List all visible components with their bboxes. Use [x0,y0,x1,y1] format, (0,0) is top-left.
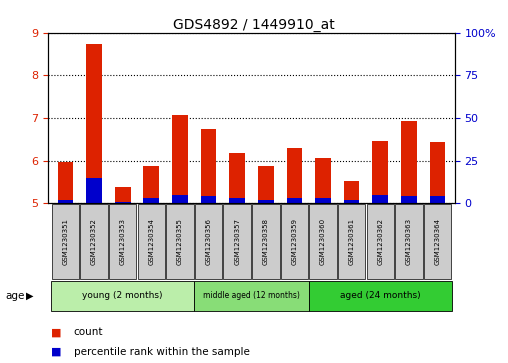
Bar [430,196,446,203]
Bar [344,200,360,203]
Bar [229,198,245,203]
FancyBboxPatch shape [166,204,194,279]
Bar [258,200,274,203]
Text: GSM1230363: GSM1230363 [406,218,412,265]
Bar [315,198,331,203]
Bar [86,178,102,203]
Bar [172,195,188,203]
Text: age: age [5,291,24,301]
Bar [401,121,417,203]
FancyBboxPatch shape [194,281,309,310]
Bar [201,196,216,203]
Bar [372,195,388,203]
FancyBboxPatch shape [366,204,394,279]
Bar [258,166,274,203]
FancyBboxPatch shape [138,204,165,279]
Bar [57,200,73,203]
FancyBboxPatch shape [338,204,365,279]
Bar [86,44,102,203]
Bar [287,148,302,203]
Text: GSM1230354: GSM1230354 [148,218,154,265]
Text: GSM1230357: GSM1230357 [234,218,240,265]
Text: GSM1230351: GSM1230351 [62,218,69,265]
Text: aged (24 months): aged (24 months) [340,291,421,300]
Bar [430,142,446,203]
Text: GSM1230362: GSM1230362 [377,218,383,265]
Bar [115,188,131,203]
FancyBboxPatch shape [309,204,337,279]
Text: ■: ■ [51,327,61,337]
Text: GSM1230352: GSM1230352 [91,218,97,265]
Text: ▶: ▶ [26,291,34,301]
Text: GSM1230360: GSM1230360 [320,218,326,265]
Bar [287,198,302,203]
Bar [401,196,417,203]
Text: young (2 months): young (2 months) [82,291,163,300]
FancyBboxPatch shape [309,281,452,310]
Text: GSM1230358: GSM1230358 [263,218,269,265]
Bar [57,162,73,203]
Bar [115,201,131,203]
Text: GSM1230353: GSM1230353 [120,218,125,265]
FancyBboxPatch shape [195,204,223,279]
FancyBboxPatch shape [52,204,79,279]
Text: percentile rank within the sample: percentile rank within the sample [74,347,249,357]
FancyBboxPatch shape [252,204,279,279]
FancyBboxPatch shape [395,204,423,279]
FancyBboxPatch shape [80,204,108,279]
Bar [344,181,360,203]
Bar [172,115,188,203]
Text: GDS4892 / 1449910_at: GDS4892 / 1449910_at [173,18,335,32]
Bar [315,158,331,203]
Text: GSM1230359: GSM1230359 [292,218,297,265]
Text: GSM1230355: GSM1230355 [177,218,183,265]
Bar [143,166,159,203]
Text: count: count [74,327,103,337]
Text: middle aged (12 months): middle aged (12 months) [203,291,300,300]
Text: GSM1230356: GSM1230356 [206,218,211,265]
Bar [143,198,159,203]
Text: GSM1230364: GSM1230364 [434,218,440,265]
Bar [229,154,245,203]
FancyBboxPatch shape [424,204,451,279]
FancyBboxPatch shape [109,204,137,279]
FancyBboxPatch shape [224,204,251,279]
Bar [372,140,388,203]
Text: ■: ■ [51,347,61,357]
FancyBboxPatch shape [51,281,194,310]
FancyBboxPatch shape [280,204,308,279]
Bar [201,130,216,203]
Text: GSM1230361: GSM1230361 [348,218,355,265]
